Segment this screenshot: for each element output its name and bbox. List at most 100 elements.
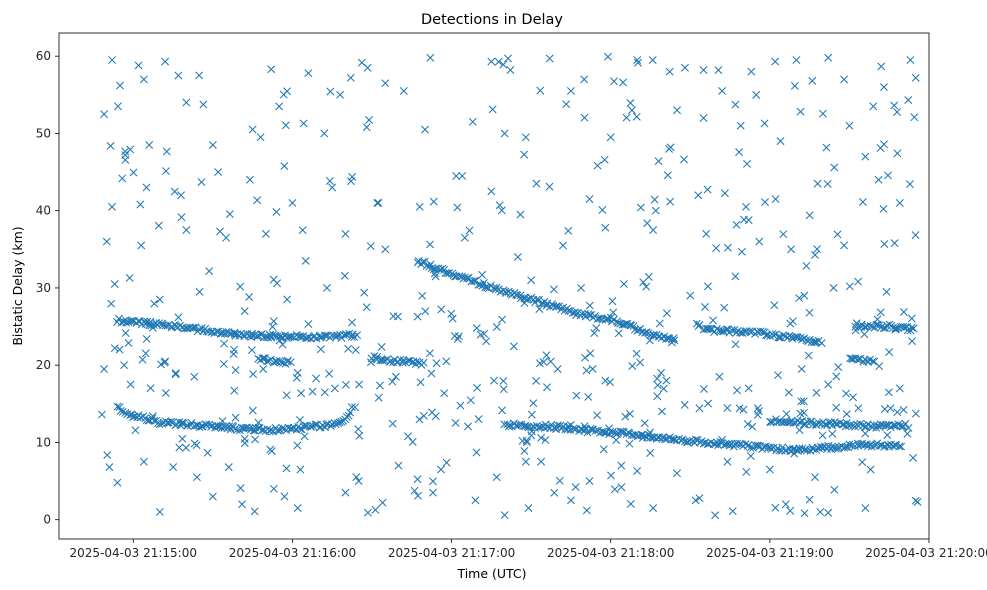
- data-point: [394, 461, 403, 470]
- data-point: [601, 376, 610, 385]
- data-point: [625, 429, 634, 438]
- data-point: [100, 110, 109, 119]
- data-point: [797, 365, 806, 374]
- data-point: [471, 496, 480, 505]
- data-point: [873, 315, 882, 324]
- data-point: [287, 332, 296, 341]
- data-point: [608, 297, 617, 306]
- data-point: [495, 201, 504, 210]
- data-point: [259, 365, 268, 374]
- data-point: [868, 322, 877, 331]
- data-point: [686, 291, 695, 300]
- data-point: [704, 399, 713, 408]
- data-point: [126, 380, 135, 389]
- data-point: [905, 180, 914, 189]
- data-point: [293, 441, 302, 450]
- data-point: [639, 278, 648, 287]
- data-point: [880, 405, 889, 414]
- data-point: [893, 149, 902, 158]
- data-point: [254, 418, 263, 427]
- data-point: [580, 75, 589, 84]
- data-point: [545, 182, 554, 191]
- plot-background: [59, 33, 929, 539]
- data-point: [275, 102, 284, 111]
- data-point: [649, 504, 658, 513]
- data-point: [281, 121, 290, 130]
- data-point: [738, 328, 747, 337]
- data-point: [858, 458, 867, 467]
- data-point: [705, 324, 713, 333]
- data-point: [286, 358, 295, 367]
- data-point: [746, 443, 755, 452]
- data-point: [653, 374, 662, 383]
- data-point: [861, 504, 870, 513]
- data-point: [524, 504, 533, 513]
- data-point: [832, 403, 841, 412]
- data-point: [355, 431, 364, 440]
- data-point: [293, 368, 302, 377]
- data-point: [680, 400, 689, 409]
- data-point: [633, 466, 642, 475]
- data-point: [192, 473, 201, 482]
- data-point: [377, 342, 386, 351]
- data-point: [904, 96, 913, 105]
- data-point: [911, 73, 920, 82]
- data-point: [182, 443, 191, 452]
- data-point: [177, 419, 186, 428]
- data-point: [106, 141, 115, 150]
- data-point: [205, 267, 214, 276]
- data-point: [767, 445, 776, 453]
- data-point: [586, 424, 595, 433]
- data-point: [183, 421, 192, 430]
- data-point: [861, 322, 870, 331]
- data-point: [818, 109, 827, 118]
- data-point: [491, 285, 500, 294]
- data-point: [692, 435, 700, 444]
- data-point: [454, 332, 463, 341]
- data-point: [178, 434, 187, 443]
- data-point: [155, 420, 164, 429]
- data-point: [175, 443, 184, 452]
- data-point: [861, 152, 870, 161]
- data-point: [681, 63, 689, 72]
- data-point: [336, 90, 345, 99]
- data-point: [506, 66, 515, 74]
- data-point: [550, 423, 559, 432]
- data-point: [834, 363, 843, 372]
- data-point: [256, 133, 265, 142]
- data-point: [121, 329, 130, 338]
- data-point: [549, 285, 558, 294]
- data-point: [296, 424, 305, 433]
- data-point: [354, 425, 363, 434]
- data-point: [614, 319, 623, 328]
- data-point: [884, 388, 893, 397]
- data-point: [182, 226, 191, 234]
- data-point: [413, 491, 422, 500]
- data-point: [553, 365, 562, 374]
- data-point: [300, 432, 309, 441]
- data-point: [564, 306, 573, 315]
- data-point: [787, 245, 796, 254]
- data-point: [649, 226, 658, 234]
- data-point: [795, 418, 804, 427]
- data-point: [724, 439, 733, 448]
- data-point: [128, 316, 137, 325]
- data-point: [830, 163, 839, 172]
- data-point: [140, 317, 149, 326]
- data-point: [532, 179, 541, 188]
- data-point: [120, 361, 129, 370]
- data-point: [208, 141, 217, 149]
- data-point: [854, 441, 863, 450]
- data-point: [883, 431, 892, 440]
- data-point: [610, 429, 619, 438]
- data-point: [374, 198, 383, 207]
- data-point: [497, 206, 506, 215]
- data-point: [606, 378, 615, 387]
- data-point: [320, 331, 329, 340]
- data-point: [274, 426, 283, 435]
- data-point: [137, 241, 146, 250]
- data-point: [352, 473, 361, 482]
- data-point: [169, 463, 178, 472]
- data-point: [810, 473, 819, 482]
- data-point: [410, 486, 419, 495]
